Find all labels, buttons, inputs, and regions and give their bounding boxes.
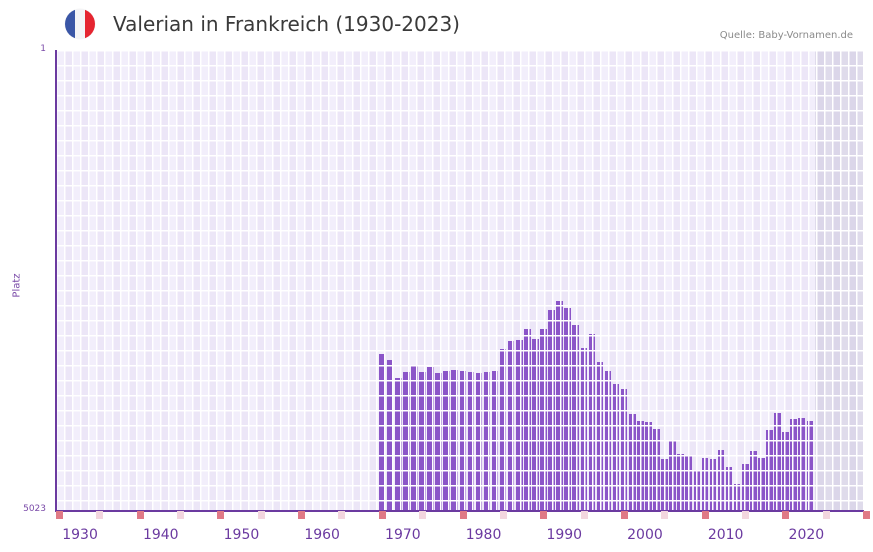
decade-marker — [136, 511, 144, 519]
source-credit: Quelle: Baby-Vornamen.de — [719, 30, 853, 41]
half-decade-marker — [419, 511, 427, 519]
y-axis-line — [55, 50, 57, 511]
decade-marker — [863, 511, 870, 519]
half-decade-marker — [741, 511, 749, 519]
decade-marker — [459, 511, 467, 519]
decade-marker — [782, 511, 790, 519]
decade-marker — [298, 511, 306, 519]
half-decade-marker — [96, 511, 104, 519]
half-decade-marker — [257, 511, 265, 519]
x-tick-1990: 1990 — [546, 527, 583, 543]
decade-marker — [217, 511, 225, 519]
decade-marker — [701, 511, 709, 519]
france-flag-icon — [65, 9, 95, 39]
x-tick-1930: 1930 — [62, 527, 98, 543]
decade-marker — [56, 511, 63, 519]
half-decade-marker — [580, 511, 588, 519]
x-tick-1950: 1950 — [223, 527, 260, 543]
x-tick-2020: 2020 — [788, 527, 825, 543]
plot-area — [56, 50, 863, 510]
x-tick-2000: 2000 — [627, 527, 663, 543]
x-axis-line — [55, 510, 864, 512]
x-tick-1940: 1940 — [142, 527, 179, 543]
y-axis-label: Platz — [11, 273, 23, 298]
decade-marker — [378, 511, 386, 519]
x-tick-2010: 2010 — [707, 527, 744, 543]
half-decade-marker — [338, 511, 346, 519]
decade-marker — [620, 511, 628, 519]
x-tick-1980: 1980 — [465, 527, 502, 543]
decade-markers — [56, 511, 870, 519]
half-decade-marker — [177, 511, 185, 519]
grid-lines — [56, 50, 863, 510]
half-decade-marker — [822, 511, 830, 519]
y-tick-bottom: 5023 — [23, 504, 46, 514]
y-tick-top: 1 — [40, 44, 46, 54]
decade-marker — [540, 511, 548, 519]
half-decade-marker — [661, 511, 669, 519]
x-tick-1960: 1960 — [304, 527, 340, 543]
half-decade-marker — [499, 511, 507, 519]
x-tick-1970: 1970 — [385, 527, 421, 543]
chart-title: Valerian in Frankreich (1930-2023) — [113, 12, 460, 36]
